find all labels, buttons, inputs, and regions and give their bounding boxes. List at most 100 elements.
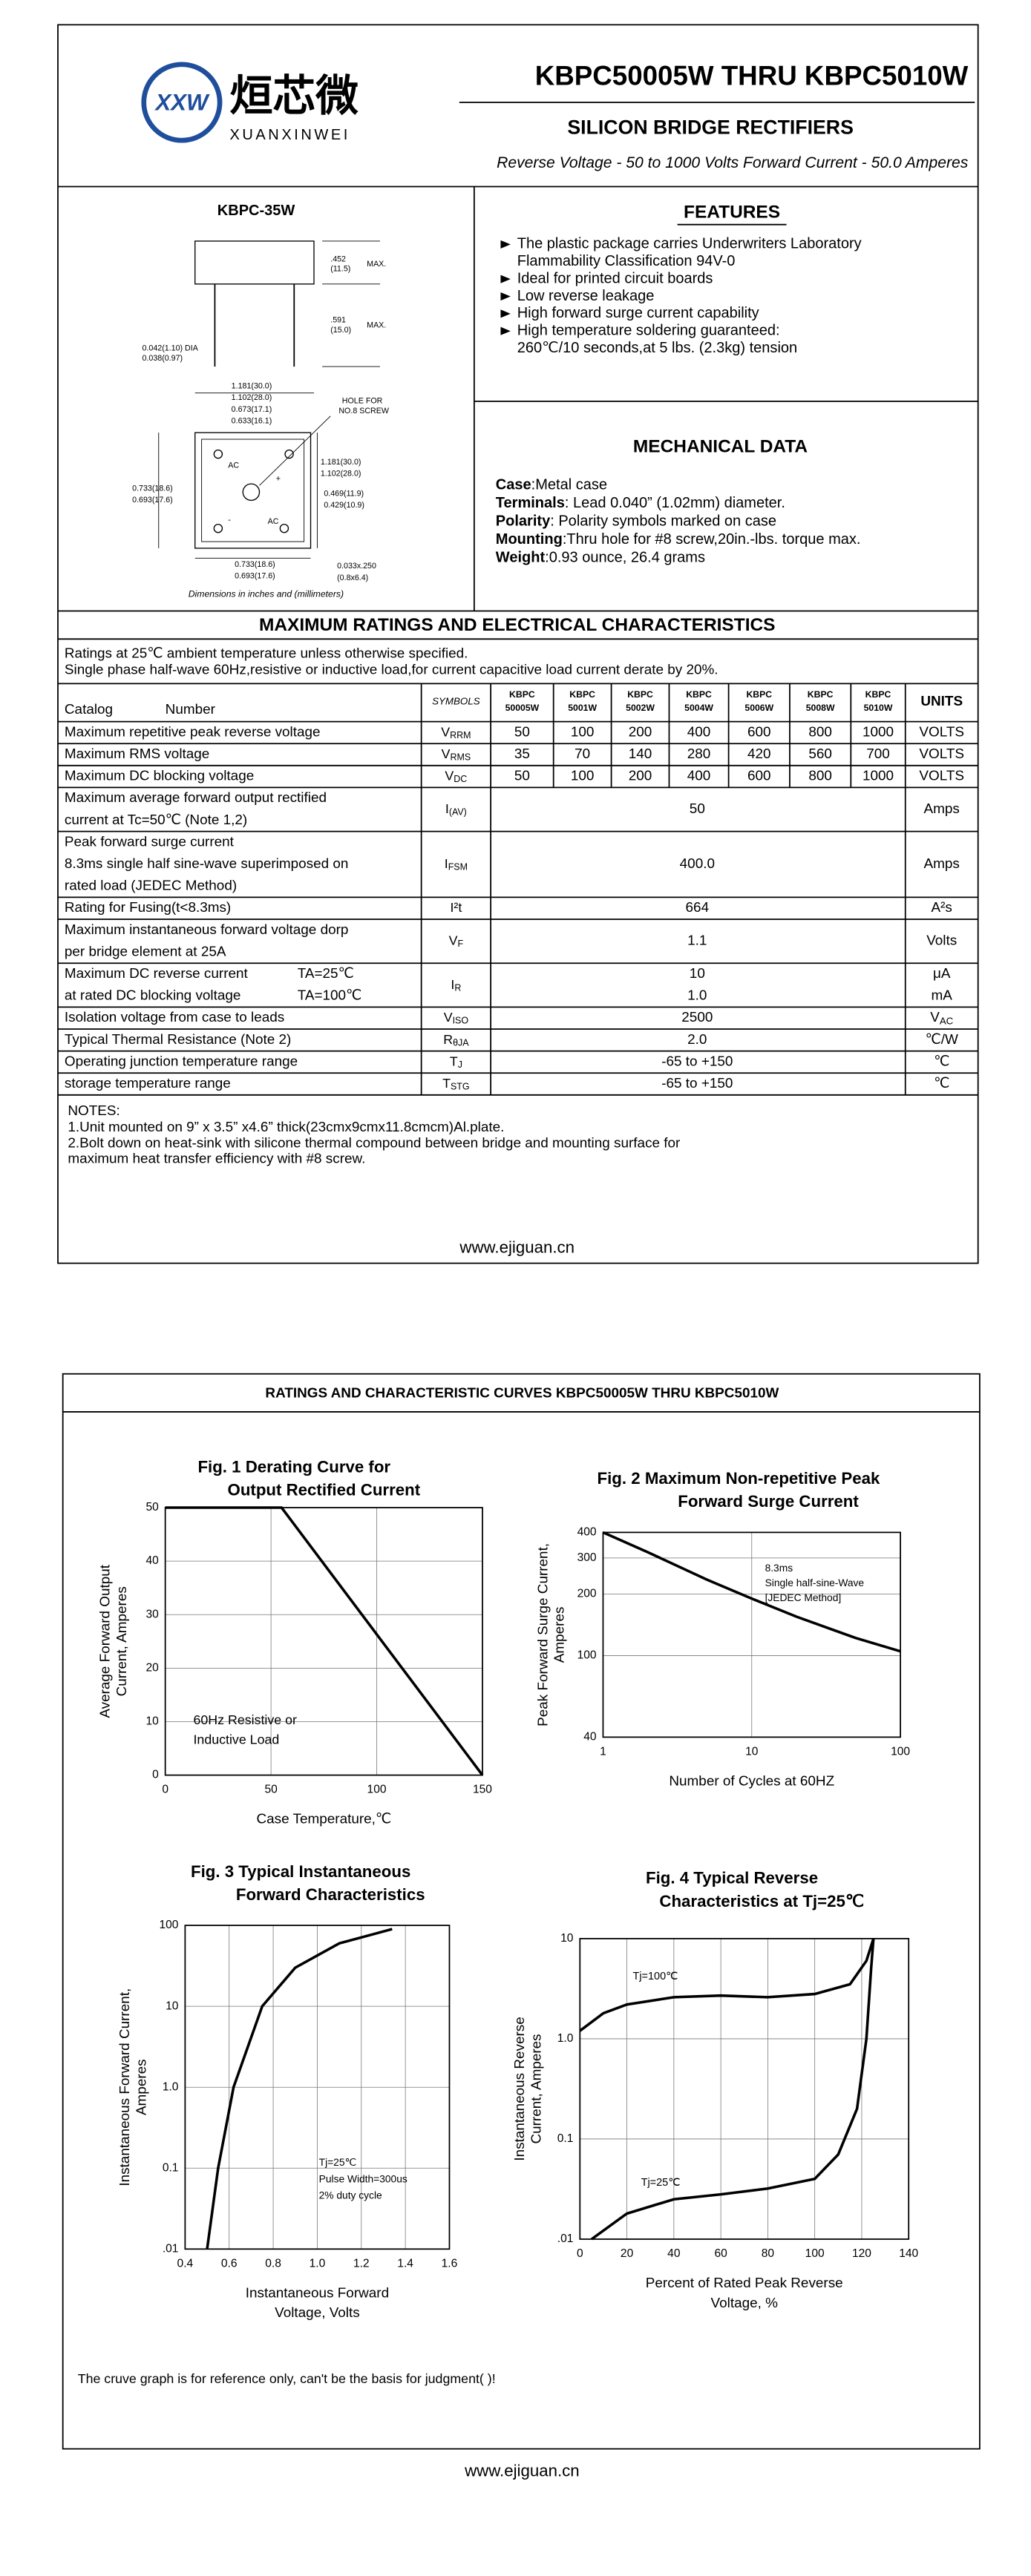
mechanical-label: Terminals [496, 495, 565, 511]
symbol-main: I [451, 977, 454, 992]
doc-title: KBPC50005W THRU KBPC5010W [535, 60, 969, 91]
annotation: Tj=25℃ [319, 2157, 356, 2168]
value-cell: 664 [686, 900, 710, 916]
symbol-sub: RMS [450, 752, 471, 763]
x-tick-label: 100 [891, 1746, 910, 1758]
model-name: 5004W [684, 703, 713, 713]
dimension-label: 0.733(18.6) [235, 560, 275, 569]
row-condition: TA=25℃ [298, 966, 354, 982]
value-cell: 50 [514, 769, 530, 784]
x-axis-label: Voltage, % [711, 2296, 779, 2311]
curve [591, 1938, 875, 2241]
y-tick-label: 100 [160, 1919, 179, 1931]
value-cell: 600 [747, 724, 771, 740]
value-cell: 140 [629, 746, 652, 762]
y-tick-label: 30 [145, 1608, 159, 1620]
x-tick-label: 0 [162, 1784, 168, 1796]
value-cell: 200 [629, 769, 652, 784]
y-axis-label: Instantaneous Reverse [512, 2017, 528, 2161]
symbol-sub: (AV) [449, 807, 467, 818]
value-cell: 600 [747, 769, 771, 784]
y-tick-label: 40 [583, 1730, 597, 1743]
unit-cell-main: V [930, 1010, 940, 1025]
model-name: KBPC [686, 689, 712, 700]
section-title: MECHANICAL DATA [633, 437, 808, 457]
dimension-label: (0.8x6.4) [337, 574, 368, 582]
y-tick-label: 40 [145, 1554, 159, 1567]
symbol-main: V [445, 768, 454, 783]
pin [284, 449, 294, 459]
row-description: Typical Thermal Resistance (Note 2) [65, 1032, 291, 1048]
symbol-main: V [441, 724, 450, 739]
unit-cell: ℃/W [926, 1032, 958, 1048]
dimension-label: MAX. [367, 260, 386, 269]
notes-title: NOTES: [68, 1103, 120, 1119]
value-cell: -65 to +150 [661, 1076, 733, 1091]
plot-frame [164, 1507, 483, 1776]
y-axis-label: Amperes [134, 2059, 150, 2115]
unit-cell: VOLTS [919, 769, 964, 784]
dimension-label: (15.0) [330, 326, 351, 335]
x-tick-label: 1.0 [310, 2257, 326, 2270]
y-axis-label: Peak Forward Surge Current, [535, 1543, 551, 1726]
x-tick-label: 20 [621, 2247, 634, 2260]
header-cell: Number [166, 702, 215, 717]
y-axis-label: Current, Amperes [114, 1586, 130, 1696]
mount-hole [242, 483, 261, 502]
dimension-label: - [228, 516, 231, 525]
bullet [500, 309, 511, 318]
value-cell: 2500 [681, 1010, 713, 1025]
mechanical-text: : Polarity symbols marked on case [550, 513, 776, 530]
model-name: KBPC [865, 689, 891, 700]
model-name: 5006W [744, 703, 773, 713]
dimension-label: 0.733(18.6) [132, 484, 173, 493]
row-description: Rating for Fusing(t<8.3ms) [65, 900, 231, 916]
dimension-label: 0.033x.250 [337, 562, 376, 571]
note-line: 2.Bolt down on heat-sink with silicone t… [68, 1135, 680, 1151]
dimension-label: 0.693(17.6) [235, 572, 275, 581]
page2-border [62, 1373, 981, 2450]
feature-text: Flammability Classification 94V-0 [517, 253, 736, 269]
x-tick-label: 120 [852, 2247, 871, 2260]
row-description: Maximum DC blocking voltage [65, 769, 254, 784]
x-tick-label: 1.4 [397, 2257, 413, 2270]
unit-cell: mA [932, 988, 953, 1004]
value-cell: -65 to +150 [661, 1054, 733, 1069]
mechanical-text: :Metal case [531, 477, 607, 493]
drawing-caption: Dimensions in inches and (millimeters) [189, 588, 344, 599]
dimension-label: 1.102(28.0) [321, 470, 361, 479]
dimension-label: 0.042(1.10) DIA [143, 344, 199, 352]
symbol: I²t [450, 900, 462, 915]
row-description: Isolation voltage from case to leads [65, 1010, 284, 1025]
chart-title: Fig. 1 Derating Curve for [197, 1457, 390, 1476]
dimension-label: 1.181(30.0) [321, 458, 361, 467]
x-tick-label: 100 [367, 1784, 387, 1796]
dimension-label: 1.102(28.0) [232, 393, 272, 402]
logo-mark: XXW [154, 89, 210, 115]
ratings-line: Reverse Voltage - 50 to 1000 Volts Forwa… [497, 154, 969, 171]
feature-text: High temperature soldering guaranteed: [517, 323, 780, 339]
bullet [500, 326, 511, 335]
x-tick-label: 80 [762, 2247, 775, 2260]
row-description: Maximum instantaneous forward voltage do… [65, 922, 349, 938]
mechanical-label: Weight [496, 550, 546, 566]
x-tick-label: 1.2 [353, 2257, 370, 2270]
package-inner [201, 438, 305, 542]
x-axis-label: Voltage, Volts [275, 2305, 360, 2321]
value-cell: 1.1 [687, 933, 707, 949]
unit-cell: Amps [924, 801, 960, 817]
dimension-label: AC [268, 517, 279, 526]
symbol-sub: FSM [448, 862, 468, 873]
annotation: Single half-sine-Wave [765, 1577, 865, 1588]
dimension-label: 0.469(11.9) [324, 489, 364, 498]
section-title: FEATURES [684, 203, 780, 223]
x-tick-label: 140 [899, 2247, 918, 2260]
bullet [500, 275, 511, 283]
symbol: VDC [445, 768, 467, 784]
mechanical-label: Polarity [496, 513, 551, 530]
value-cell: 280 [687, 746, 711, 762]
x-axis-label: Case Temperature,℃ [256, 1812, 391, 1827]
y-axis-label: Amperes [552, 1607, 568, 1663]
footer-url: www.ejiguan.cn [464, 2462, 580, 2480]
symbol-sub: J [458, 1059, 462, 1070]
